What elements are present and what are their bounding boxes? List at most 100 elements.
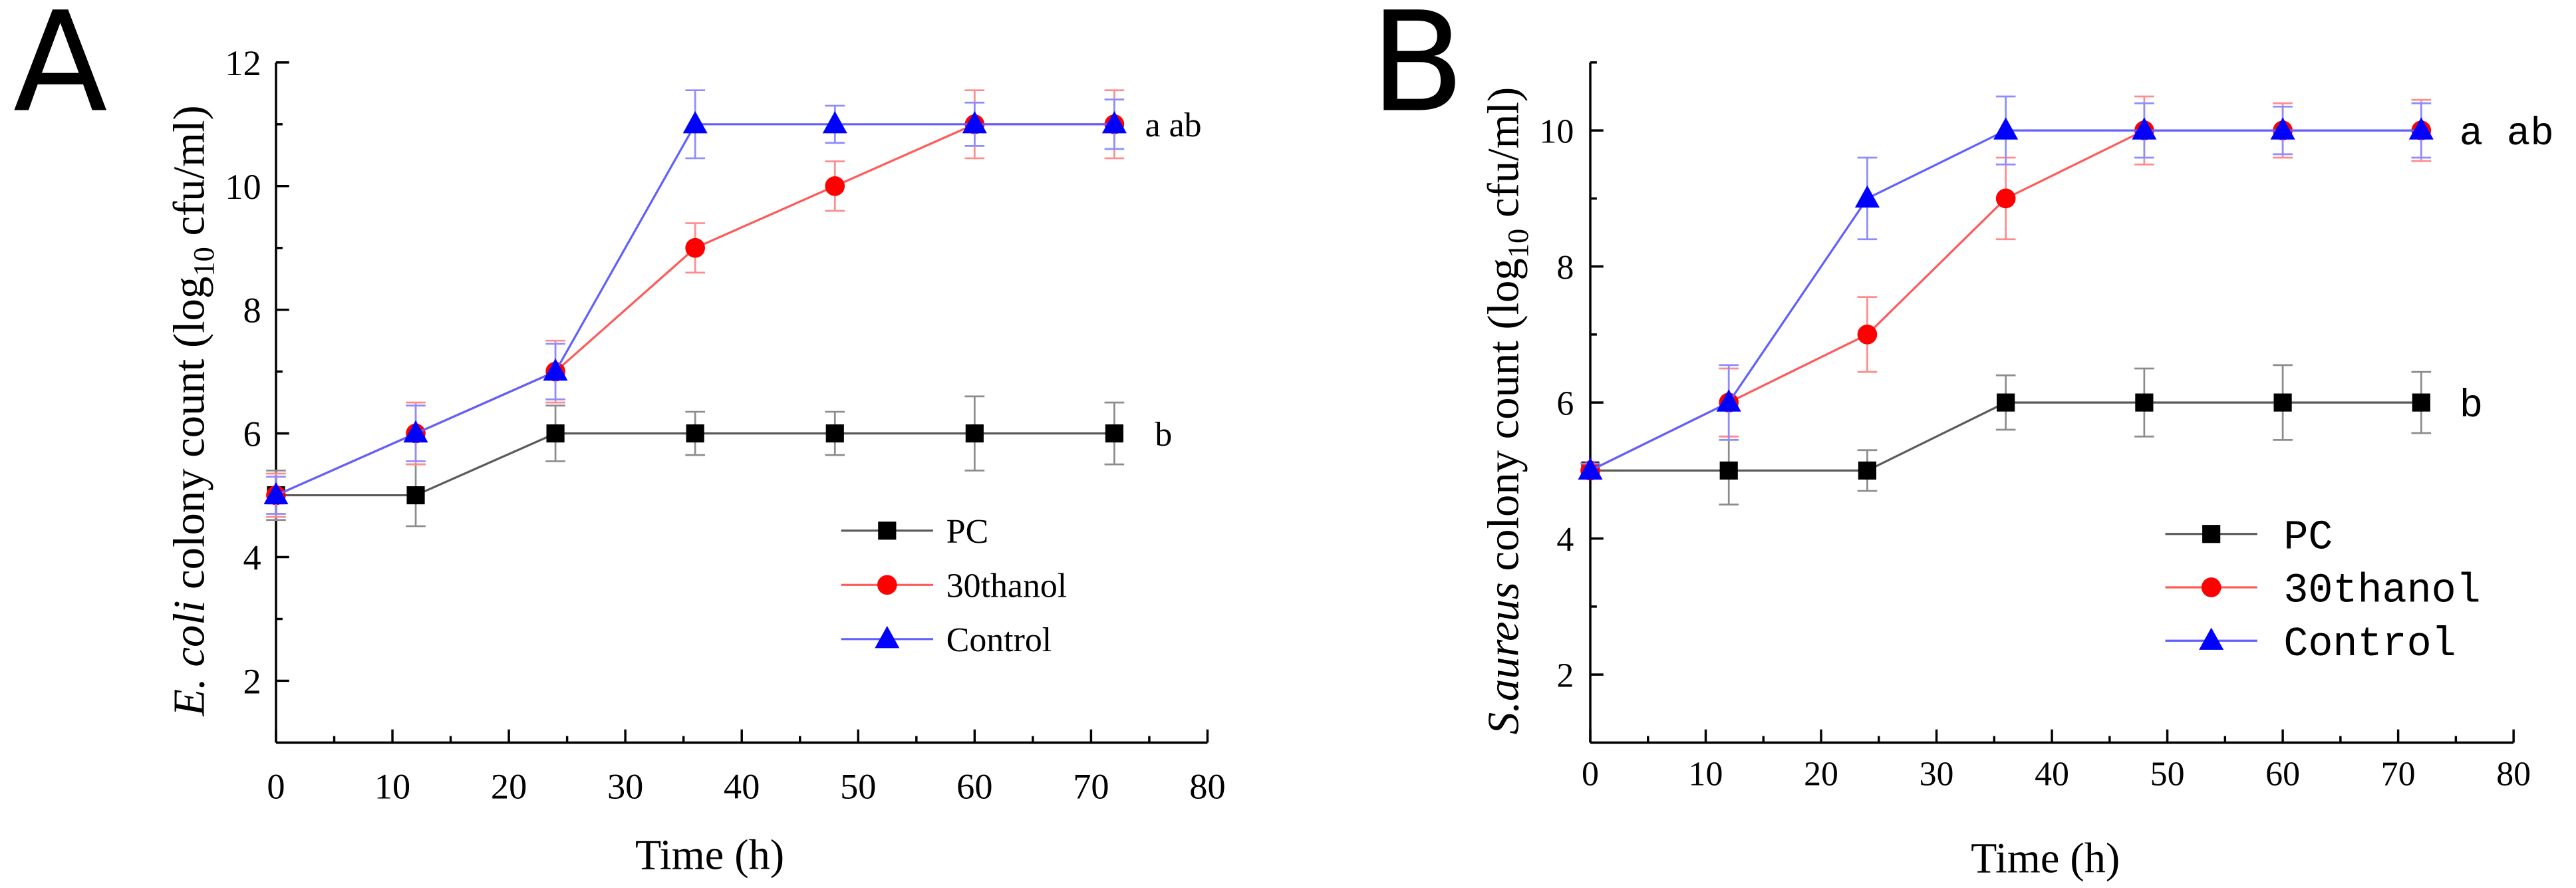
data-point-control — [263, 482, 289, 505]
x-tick-label: 40 — [2035, 756, 2069, 794]
data-point-control — [682, 111, 708, 134]
significance-label: a ab — [1145, 106, 1202, 144]
x-tick-label: 10 — [374, 766, 410, 806]
x-tick-label: 40 — [724, 766, 760, 806]
data-point-control — [1993, 117, 2019, 140]
tick-labels-a: 0 10 20 30 40 50 60 70 80 2 4 6 8 10 12 — [225, 43, 1225, 807]
panel-a-ecoli-growth-chart: A 0 10 20 30 40 50 60 70 80 2 4 6 8 10 12 Time (h) E. col… — [13, 0, 1226, 879]
panel-b-saureus-growth-chart: B 0 10 20 30 40 50 60 70 80 2 4 6 8 10 Time (h) S.aureus… — [1370, 0, 2554, 882]
legend-entry-30thanol: 30thanol — [841, 567, 1067, 605]
y-axis-label-subscript: 10 — [187, 247, 220, 276]
data-point-pc — [2412, 393, 2430, 412]
legend-marker-pc — [878, 521, 897, 540]
x-tick-label: 80 — [2496, 756, 2531, 794]
y-axis-label-species: S.aureus — [1479, 582, 1528, 734]
legend-entry-pc: PC — [2165, 514, 2333, 561]
data-point-control — [1716, 389, 1741, 412]
data-point-pc — [686, 424, 704, 443]
significance-label: b — [1155, 416, 1172, 454]
x-tick-label: 0 — [1582, 756, 1599, 794]
legend-a: PC 30thanol Control — [841, 513, 1067, 659]
data-point-30thanol — [685, 237, 706, 258]
x-tick-label: 20 — [1804, 756, 1838, 794]
x-tick-label: 70 — [1073, 766, 1109, 806]
x-tick-label: 0 — [267, 766, 285, 806]
legend-marker-control — [2199, 627, 2224, 650]
legend-label: PC — [2283, 514, 2333, 561]
legend-marker-pc — [2202, 525, 2221, 543]
data-point-control — [2408, 117, 2434, 140]
y-axis-label-species: E. coli — [165, 601, 214, 717]
data-point-pc — [546, 424, 565, 443]
y-tick-label: 4 — [1556, 521, 1574, 559]
x-tick-label: 30 — [607, 766, 643, 806]
x-tick-label: 70 — [2381, 756, 2416, 794]
y-tick-label: 8 — [243, 291, 261, 331]
data-point-pc — [1719, 461, 1738, 480]
x-tick-label: 50 — [840, 766, 876, 806]
data-point-pc — [1105, 424, 1124, 443]
data-point-pc — [825, 424, 844, 443]
significance-label: a ab — [2460, 112, 2554, 156]
y-axis-label-unit: cfu/ml) — [1479, 87, 1528, 229]
y-tick-label: 2 — [1556, 657, 1574, 694]
y-tick-label: 12 — [225, 43, 261, 83]
legend-label: 30thanol — [2283, 568, 2480, 615]
legend-label: 30thanol — [946, 567, 1067, 605]
y-tick-label: 6 — [1556, 384, 1574, 422]
x-axis-label: Time (h) — [635, 831, 784, 879]
data-point-control — [2270, 117, 2295, 140]
axes-a — [275, 61, 1209, 744]
legend-label: PC — [946, 513, 988, 551]
data-point-pc — [1858, 461, 1877, 480]
legend-label: Control — [2283, 621, 2456, 668]
y-tick-label: 6 — [243, 414, 261, 454]
panel-label-a: A — [13, 0, 108, 142]
x-tick-label: 60 — [2265, 756, 2300, 794]
y-tick-label: 10 — [1539, 112, 1574, 150]
data-point-pc — [965, 424, 984, 443]
data-point-30thanol — [1857, 325, 1878, 345]
y-axis-label: S.aureus colony count (log10 cfu/ml) — [1479, 87, 1534, 734]
series-a-control — [263, 89, 1127, 515]
y-axis-label-text: colony count (log — [165, 277, 214, 601]
x-tick-label: 50 — [2150, 756, 2185, 794]
data-point-pc — [1997, 393, 2015, 412]
data-point-control — [822, 111, 847, 134]
data-point-control — [2132, 117, 2157, 140]
legend-marker-control — [875, 626, 900, 649]
data-point-control — [543, 358, 568, 381]
x-tick-label: 60 — [956, 766, 992, 806]
legend-entry-pc: PC — [841, 513, 988, 551]
y-tick-label: 4 — [243, 538, 261, 578]
y-tick-label: 2 — [243, 661, 261, 701]
data-point-control — [962, 111, 987, 134]
legend-entry-30thanol: 30thanol — [2165, 568, 2481, 615]
tick-labels-b: 0 10 20 30 40 50 60 70 80 2 4 6 8 10 — [1539, 112, 2531, 793]
y-axis-label: E. coli colony count (log10 cfu/ml) — [165, 105, 220, 716]
data-point-control — [1101, 111, 1127, 134]
legend-entry-control: Control — [2165, 621, 2456, 668]
legend-marker-30thanol — [877, 575, 897, 595]
y-axis-label-unit: cfu/ml) — [165, 105, 214, 247]
data-point-control — [1578, 457, 1603, 480]
data-point-pc — [406, 486, 425, 505]
y-tick-label: 10 — [225, 167, 261, 207]
data-point-pc — [2273, 393, 2292, 412]
y-axis-label-subscript: 10 — [1501, 229, 1534, 258]
legend-entry-control: Control — [841, 621, 1052, 659]
x-tick-label: 20 — [491, 766, 527, 806]
legend-label: Control — [946, 621, 1052, 659]
x-tick-label: 30 — [1920, 756, 1954, 794]
panel-label-b: B — [1370, 0, 1465, 142]
x-tick-label: 10 — [1689, 756, 1723, 794]
data-point-pc — [2135, 393, 2154, 412]
x-axis-label: Time (h) — [1971, 835, 2120, 882]
data-point-30thanol — [825, 176, 845, 196]
legend-b: PC 30thanol Control — [2165, 514, 2481, 668]
data-point-control — [403, 420, 428, 443]
legend-marker-30thanol — [2201, 577, 2221, 597]
significance-label: b — [2460, 384, 2484, 428]
